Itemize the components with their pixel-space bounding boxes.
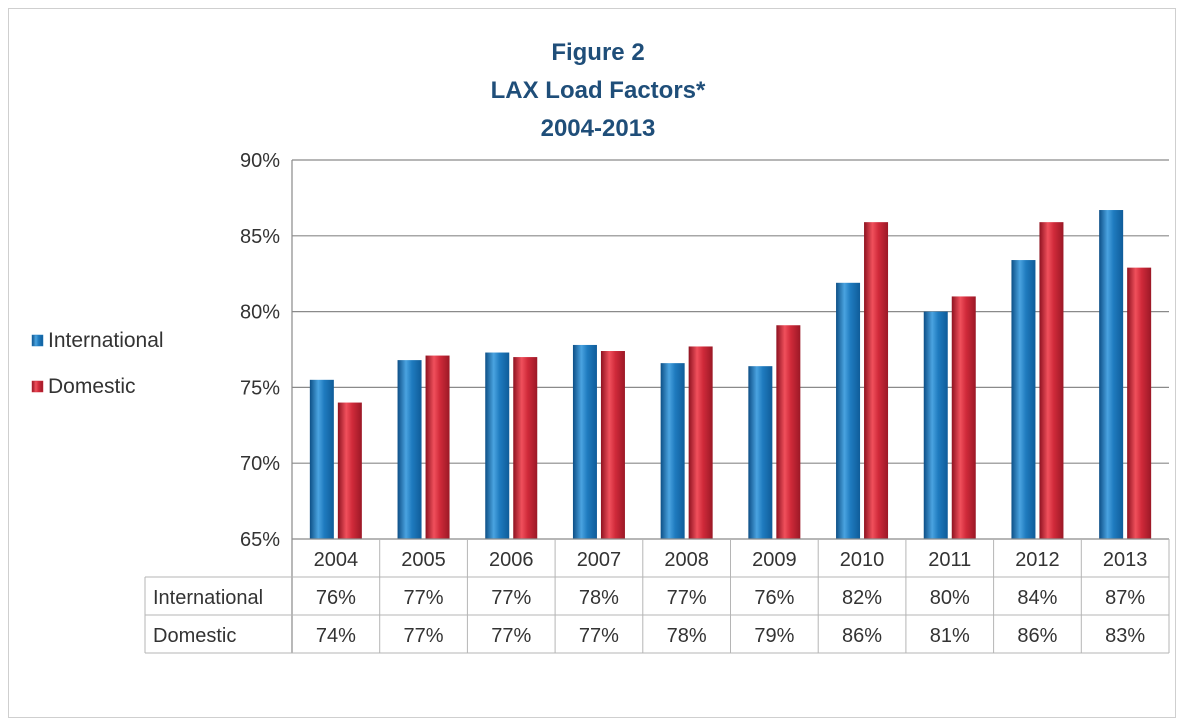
table-cell: 77% [404,625,444,647]
bar-domestic-2010 [864,222,889,539]
bar-domestic-2012 [1039,222,1064,539]
table-cell: 82% [842,587,882,609]
legend-swatch-domestic [31,380,44,393]
table-cell: 78% [667,625,707,647]
table-cell: 74% [316,625,356,647]
table-cell: 77% [667,587,707,609]
bar-domestic-2007 [600,351,625,539]
x-tick-label: 2011 [928,549,971,571]
bar-domestic-2013 [1127,267,1152,539]
load-factor-chart: Figure 2 LAX Load Factors* 2004-2013 65%… [31,39,1170,654]
bar-international-2008 [660,363,685,539]
x-tick-label: 2007 [577,549,622,571]
bar-international-2006 [485,352,510,539]
x-tick-label: 2008 [664,549,709,571]
table-cell: 77% [491,587,531,609]
table-row-label: Domestic [153,625,236,647]
bar-international-2011 [923,311,948,539]
x-tick-label: 2006 [489,549,534,571]
legend: International Domestic [31,329,164,398]
table-cell: 78% [579,587,619,609]
x-tick-label: 2009 [752,549,797,571]
bar-domestic-2005 [425,355,450,539]
y-tick-label: 85% [240,226,280,248]
chart-title-line-1: Figure 2 [551,39,644,66]
table-cell: 81% [930,625,970,647]
chart-frame: Figure 2 LAX Load Factors* 2004-2013 65%… [8,8,1176,718]
y-tick-label: 70% [240,453,280,475]
x-tick-label: 2004 [314,549,359,571]
bar-international-2010 [836,282,861,539]
table-row-label: International [153,587,263,609]
y-tick-label: 65% [240,529,280,551]
legend-label-international: International [48,329,164,352]
bar-international-2005 [397,360,422,539]
legend-swatch-international [31,334,44,347]
bar-domestic-2009 [776,325,801,539]
bar-domestic-2004 [337,402,362,539]
table-cell: 83% [1105,625,1145,647]
table-cell: 76% [316,587,356,609]
table-cell: 79% [754,625,794,647]
table-cell: 87% [1105,587,1145,609]
table-cell: 86% [1017,625,1057,647]
table-cell: 76% [754,587,794,609]
chart-title-line-2: LAX Load Factors* [491,77,706,104]
x-tick-label: 2013 [1103,549,1148,571]
y-tick-label: 75% [240,377,280,399]
chart-title: Figure 2 LAX Load Factors* 2004-2013 [491,39,706,142]
bar-domestic-2008 [688,346,713,539]
y-tick-label: 80% [240,302,280,324]
bar-international-2007 [572,344,597,539]
y-axis: 65% 70% 75% 80% 85% 90% [240,150,293,653]
bar-domestic-2011 [951,296,976,539]
bar-international-2009 [748,366,773,539]
bar-domestic-2006 [513,357,538,539]
table-cell: 86% [842,625,882,647]
table-cell: 84% [1017,587,1057,609]
bar-international-2004 [309,379,334,539]
bar-international-2013 [1099,210,1124,539]
x-tick-label: 2012 [1015,549,1060,571]
table-cell: 77% [404,587,444,609]
table-cell: 80% [930,587,970,609]
table-cell: 77% [491,625,531,647]
table-cell: 77% [579,625,619,647]
bar-series [309,210,1152,539]
x-tick-label: 2010 [840,549,885,571]
legend-label-domestic: Domestic [48,375,136,398]
bar-international-2012 [1011,260,1036,539]
data-table: 2004 2005 2006 2007 2008 2009 2010 2011 2012 2013… [144,538,1170,654]
y-tick-label: 90% [240,150,280,172]
x-tick-label: 2005 [401,549,446,571]
gridlines [292,159,1169,464]
chart-title-line-3: 2004-2013 [541,115,656,142]
